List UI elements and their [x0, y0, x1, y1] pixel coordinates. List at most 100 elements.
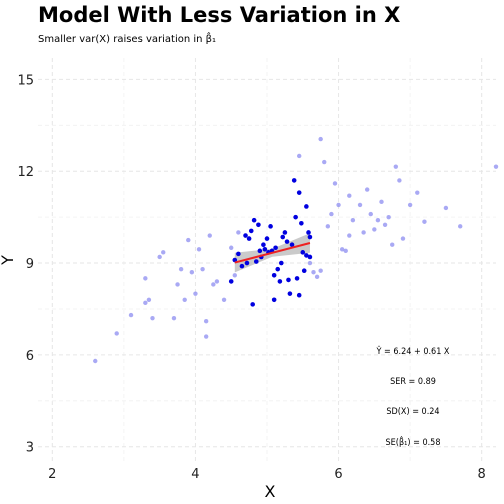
chart-subtitle: Smaller var(X) raises variation in β̂₁: [38, 31, 216, 45]
point-full-sample: [322, 159, 327, 165]
axes: 2 4 6 8 3 6 9 12 15: [17, 73, 485, 482]
point-less-variation: [284, 239, 290, 244]
point-less-variation: [262, 246, 268, 252]
point-full-sample: [211, 282, 216, 287]
point-full-sample: [364, 187, 370, 192]
point-full-sample: [200, 266, 205, 272]
point-less-variation: [239, 263, 245, 269]
point-less-variation: [268, 224, 273, 229]
y-axis-label: Y: [0, 255, 17, 266]
point-less-variation: [251, 217, 257, 223]
point-full-sample: [397, 178, 402, 183]
point-full-sample: [229, 245, 234, 250]
point-less-variation: [271, 273, 277, 278]
point-less-variation: [279, 260, 284, 266]
point-full-sample: [189, 270, 195, 275]
point-less-variation: [286, 277, 291, 283]
point-less-variation: [304, 204, 309, 209]
point-less-variation: [289, 242, 295, 247]
point-full-sample: [143, 300, 148, 306]
point-less-variation: [273, 245, 278, 251]
point-full-sample: [307, 260, 313, 266]
point-full-sample: [375, 218, 381, 223]
point-full-sample: [382, 222, 388, 228]
point-less-variation: [296, 190, 302, 195]
point-full-sample: [361, 230, 366, 235]
point-less-variation: [256, 222, 261, 228]
point-full-sample: [178, 266, 184, 272]
point-full-sample: [350, 218, 356, 223]
point-full-sample: [171, 315, 177, 321]
y-tick-label: 3: [26, 441, 34, 456]
point-full-sample: [329, 211, 334, 217]
x-tick-label: 6: [334, 467, 342, 482]
point-less-variation: [301, 268, 307, 274]
point-full-sample: [203, 334, 209, 339]
point-full-sample: [157, 254, 162, 260]
point-less-variation: [261, 242, 266, 247]
point-full-sample: [128, 312, 134, 318]
point-full-sample: [368, 211, 373, 217]
point-full-sample: [93, 358, 98, 364]
point-full-sample: [175, 282, 180, 287]
point-full-sample: [203, 319, 209, 324]
point-less-variation: [307, 254, 313, 260]
point-full-sample: [422, 219, 427, 224]
point-less-variation: [250, 302, 255, 307]
fit-line: [234, 242, 311, 264]
fit-line-group: [234, 242, 311, 264]
point-less-variation: [243, 233, 248, 238]
annotation-sd-x: SD(X) = 0.24: [386, 407, 439, 417]
grid: [38, 58, 496, 462]
text-group: Model With Less Variation in X Smaller v…: [0, 3, 450, 501]
point-less-variation: [253, 259, 259, 264]
point-full-sample: [114, 331, 119, 336]
point-full-sample: [393, 164, 399, 169]
point-less-variation: [307, 234, 313, 240]
point-less-variation: [280, 234, 286, 240]
point-less-variation: [282, 230, 288, 235]
annotation-fit-equation: Ŷ = 6.24 + 0.61 X: [376, 345, 450, 357]
point-full-sample: [343, 248, 348, 254]
point-full-sample: [182, 297, 187, 302]
point-full-sample: [207, 233, 212, 238]
point-full-sample: [407, 202, 413, 208]
point-less-variation: [277, 279, 283, 284]
point-full-sample: [150, 315, 155, 321]
point-less-variation: [296, 292, 302, 298]
point-full-sample: [193, 291, 198, 296]
point-full-sample: [236, 230, 241, 235]
point-full-sample: [458, 224, 463, 229]
annotation-ser: SER = 0.89: [390, 377, 436, 387]
x-axis-label: X: [265, 482, 276, 501]
point-full-sample: [357, 202, 363, 208]
point-full-sample: [336, 202, 341, 208]
point-full-sample: [372, 227, 377, 232]
chart-title: Model With Less Variation in X: [38, 3, 400, 27]
point-full-sample: [379, 199, 384, 205]
point-less-variation: [264, 236, 270, 241]
point-full-sample: [196, 247, 202, 252]
point-full-sample: [311, 270, 316, 275]
point-full-sample: [318, 136, 323, 142]
point-full-sample: [161, 250, 166, 255]
point-less-variation: [287, 291, 293, 296]
y-tick-label: 6: [26, 349, 34, 364]
point-full-sample: [143, 276, 148, 281]
point-less-variation: [306, 230, 311, 235]
point-full-sample: [318, 268, 323, 273]
point-less-variation: [299, 220, 304, 226]
point-full-sample: [232, 273, 237, 278]
point-less-variation: [248, 228, 254, 234]
point-full-sample: [347, 233, 352, 238]
point-less-variation: [275, 266, 281, 272]
point-full-sample: [297, 153, 302, 159]
x-tick-label: 8: [478, 467, 486, 482]
point-full-sample: [493, 164, 499, 169]
point-full-sample: [386, 214, 391, 220]
point-less-variation: [271, 297, 277, 303]
annotation-se-beta: SE(β̂₁) = 0.58: [386, 435, 441, 448]
point-full-sample: [221, 297, 227, 302]
point-full-sample: [347, 193, 352, 198]
